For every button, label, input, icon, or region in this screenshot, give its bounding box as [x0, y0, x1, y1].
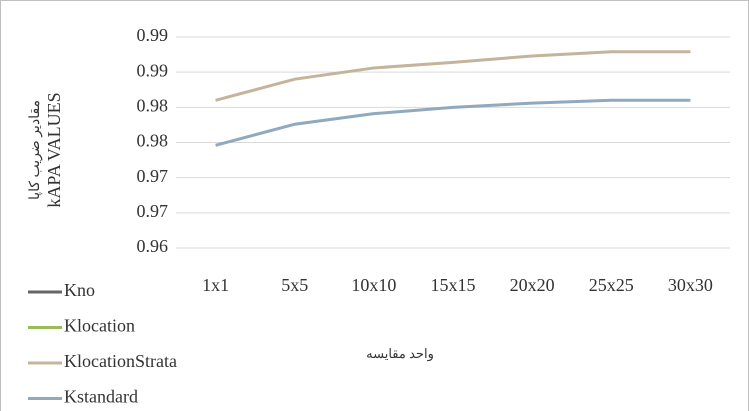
x-tick-label: 25x25 [589, 275, 634, 295]
x-axis-title: واحد مقایسه [366, 346, 434, 362]
y-tick-label: 0.96 [137, 236, 169, 256]
legend-label: KlocationStrata [64, 351, 177, 371]
x-tick-label: 15x15 [431, 275, 476, 295]
y-axis-title-line: kAPA VALUES [44, 92, 64, 207]
y-tick-label: 0.97 [137, 166, 169, 186]
x-tick-label: 20x20 [510, 275, 555, 295]
series-line [215, 50, 691, 102]
y-axis-title: مقادیر ضریب کاپا kAPA VALUES [28, 92, 64, 207]
legend-label: Kstandard [64, 387, 138, 407]
x-tick-label: 5x5 [281, 275, 308, 295]
y-tick-label: 0.98 [137, 131, 169, 151]
y-tick-label: 0.98 [137, 95, 169, 115]
legend-label: Klocation [64, 316, 135, 336]
series-line [215, 98, 691, 147]
x-tick-label: 1x1 [202, 275, 229, 295]
x-tick-label: 30x30 [668, 275, 713, 295]
x-tick-label: 10x10 [351, 275, 396, 295]
legend-label: Kno [64, 280, 95, 300]
y-tick-label: 0.97 [137, 201, 169, 221]
y-axis-title-line: مقادیر ضریب کاپا [28, 100, 43, 200]
y-tick-label: 0.99 [137, 25, 169, 45]
y-tick-label: 0.99 [137, 60, 169, 80]
